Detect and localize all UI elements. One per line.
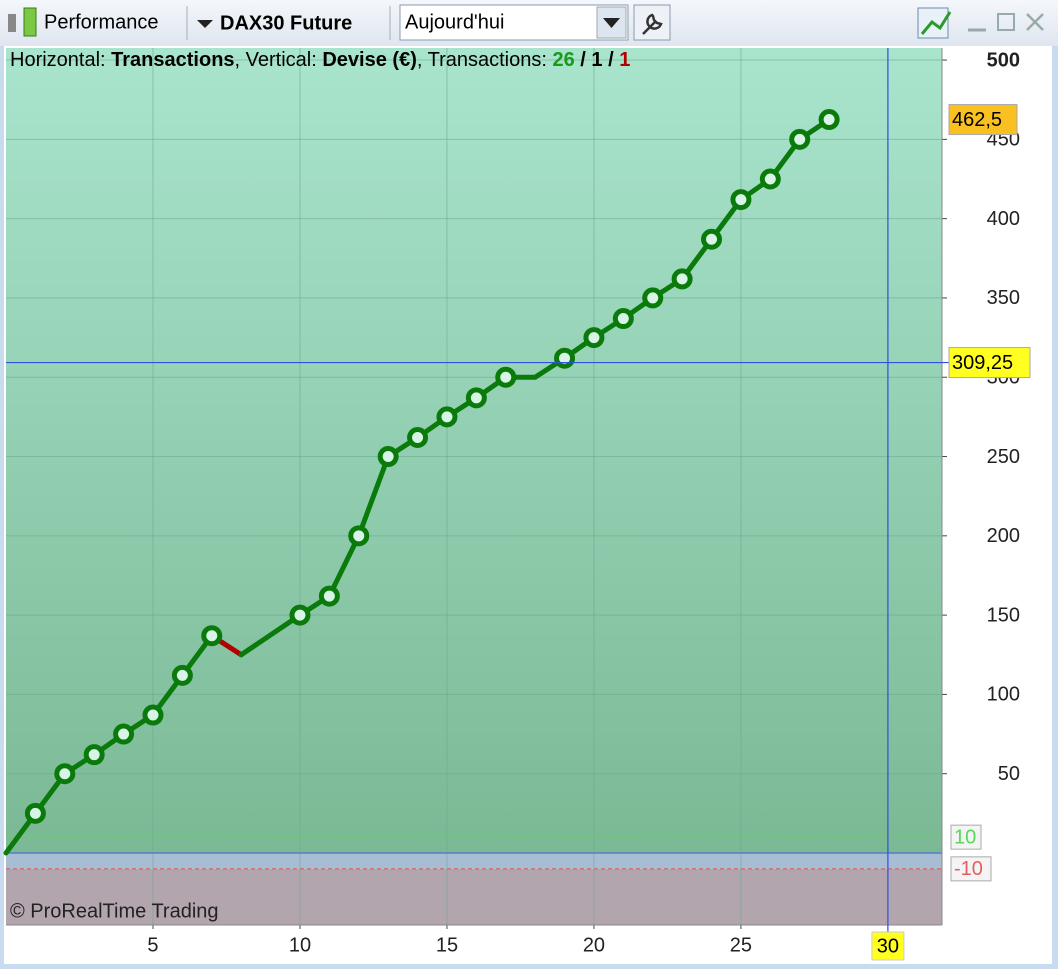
y-tick-label: 100	[987, 684, 1020, 706]
point-marker	[318, 585, 340, 607]
point-marker	[201, 625, 223, 647]
plot-background	[6, 48, 942, 854]
x-tick-label: 10	[289, 934, 311, 956]
point-marker	[377, 446, 399, 468]
neutral-zone	[6, 853, 942, 869]
line-segment	[356, 454, 391, 539]
y-tick-label: 350	[987, 287, 1020, 309]
icon	[23, 7, 37, 37]
icon	[8, 14, 16, 32]
point-marker	[142, 704, 164, 726]
last-value-label: 462,5	[952, 109, 1002, 131]
point-marker	[407, 426, 429, 448]
last-value-box	[948, 104, 1018, 136]
point-marker	[789, 128, 811, 150]
header-part: Horizontal:	[10, 49, 111, 71]
header-part: 1	[619, 49, 630, 71]
toolbar-controls: Performance DAX30 Future Aujourd'hui	[8, 4, 1044, 41]
close-button[interactable]	[1026, 13, 1044, 31]
x-tick-label: 5	[147, 934, 158, 956]
point-marker	[24, 802, 46, 824]
period-select[interactable]	[399, 4, 629, 41]
wrench-icon	[642, 13, 663, 35]
crosshair-y-box	[948, 347, 1031, 379]
chart-icon	[920, 11, 952, 35]
period: Aujourd'hui	[405, 11, 504, 33]
point-marker	[54, 763, 76, 785]
dropdown-arrow	[603, 18, 620, 28]
x-tick-label: 25	[730, 934, 752, 956]
loss-zone	[6, 868, 942, 925]
point-marker	[642, 287, 664, 309]
point-marker	[83, 744, 105, 766]
watermark: © ProRealTime Trading	[10, 900, 219, 922]
y-tick-label: 500	[987, 49, 1020, 71]
crosshair-x-label: 30	[877, 935, 899, 957]
settings-button[interactable]	[633, 4, 671, 41]
point-marker	[495, 366, 517, 388]
line-segment	[238, 612, 303, 658]
header-part: /	[603, 49, 620, 71]
y-tick-label: 50	[998, 763, 1020, 785]
point-marker	[701, 228, 723, 250]
view-label[interactable]: Performance	[44, 11, 159, 33]
maximize-button[interactable]	[997, 13, 1015, 31]
threshold-label-box	[950, 824, 982, 850]
y-tick-label: 250	[987, 446, 1020, 468]
header-part: /	[575, 49, 592, 71]
point-marker	[818, 109, 840, 131]
point-marker	[436, 406, 458, 428]
y-tick-label: 200	[987, 525, 1020, 547]
threshold-label: 10	[954, 826, 976, 848]
point-marker	[554, 347, 576, 369]
header-part: 26	[552, 49, 574, 71]
header-part: , Transactions:	[417, 49, 553, 71]
line-segment	[326, 533, 362, 599]
point-marker	[759, 168, 781, 190]
y-tick-label: 150	[987, 604, 1020, 626]
x-tick-label: 20	[583, 934, 605, 956]
point-marker	[465, 387, 487, 409]
point-marker	[113, 723, 135, 745]
chart-header: Horizontal: Transactions, Vertical: Devi…	[10, 49, 630, 71]
point-marker	[583, 327, 605, 349]
header-part: , Vertical:	[235, 49, 323, 71]
y-tick-label: 400	[987, 208, 1020, 230]
point-marker	[612, 308, 634, 330]
point-marker	[671, 268, 693, 290]
point-marker	[171, 664, 193, 686]
threshold-label: -10	[954, 858, 983, 880]
header-part: Transactions	[111, 49, 234, 71]
point-marker	[348, 525, 370, 547]
threshold-label-box	[950, 856, 992, 882]
crosshair-x-box	[871, 931, 905, 961]
point-marker	[289, 604, 311, 626]
instrument[interactable]: DAX30 Future	[220, 12, 352, 34]
dropdown-arrow[interactable]	[197, 20, 213, 28]
header-part: 1	[591, 49, 602, 71]
crosshair-y-label: 309,25	[952, 352, 1013, 374]
header-part: Devise (€)	[322, 49, 417, 71]
x-tick-label: 15	[436, 934, 458, 956]
point-marker	[730, 189, 752, 211]
